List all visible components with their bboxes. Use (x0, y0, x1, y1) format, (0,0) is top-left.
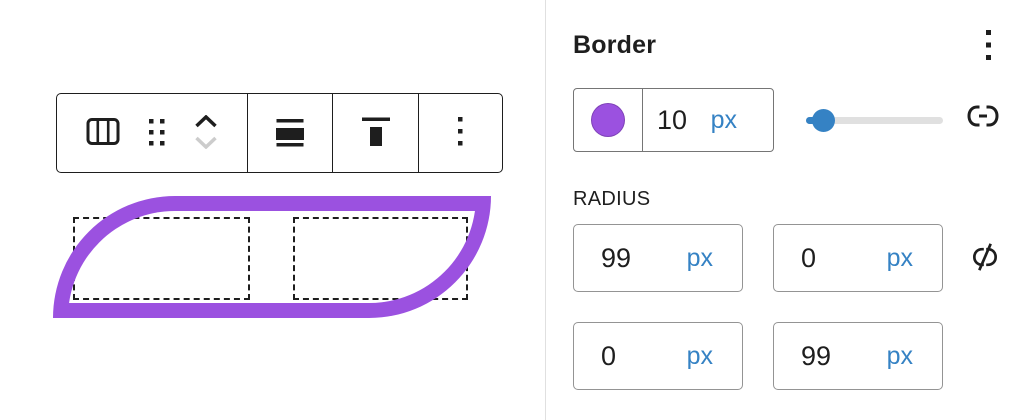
border-color-swatch[interactable] (591, 103, 625, 137)
link-sides-button[interactable] (965, 102, 1001, 132)
border-width-control: 10 px (573, 88, 774, 152)
radius-value[interactable]: 0 (801, 242, 817, 273)
radius-unit[interactable]: px (886, 243, 913, 272)
columns-icon (86, 118, 120, 148)
chevron-down-icon (194, 136, 218, 152)
columns-block[interactable] (53, 196, 491, 318)
unlink-icon (967, 239, 1003, 278)
radius-value[interactable]: 0 (601, 340, 617, 371)
unlink-radius-button[interactable] (966, 239, 1004, 277)
move-down-button[interactable] (194, 136, 218, 152)
drag-handle-icon (149, 118, 165, 149)
align-button[interactable] (276, 117, 304, 150)
border-width-value-cell[interactable]: 10 px (643, 89, 773, 151)
align-none-icon (276, 117, 304, 150)
border-width-input[interactable]: 10 (657, 104, 688, 135)
radius-value[interactable]: 99 (601, 242, 632, 273)
block-options-button[interactable] (458, 117, 463, 149)
chevron-up-icon (194, 114, 218, 131)
radius-input-bottom-left[interactable]: 0 px (573, 322, 743, 390)
border-settings-panel: Border 10 px (545, 0, 1024, 420)
block-toolbar (56, 93, 503, 173)
vertical-align-button[interactable] (361, 117, 390, 150)
editor-canvas (53, 93, 503, 318)
radius-input-bottom-right[interactable]: 99 px (773, 322, 943, 390)
toolbar-segment-vertical-align (332, 94, 418, 172)
border-width-unit[interactable]: px (710, 105, 737, 134)
panel-title: Border (573, 31, 657, 59)
border-options-menu-button[interactable] (978, 27, 998, 65)
kebab-icon (985, 29, 991, 63)
toolbar-segment-align (247, 94, 332, 172)
kebab-icon (458, 117, 463, 149)
column-placeholder-right[interactable] (293, 217, 468, 300)
radius-unit[interactable]: px (686, 243, 713, 272)
radius-value[interactable]: 99 (801, 340, 832, 371)
radius-label: RADIUS (573, 188, 651, 210)
drag-handle[interactable] (149, 118, 165, 149)
columns-block-button[interactable] (86, 118, 120, 148)
link-icon (967, 105, 999, 130)
radius-input-top-right[interactable]: 0 px (773, 224, 943, 292)
radius-unit[interactable]: px (886, 341, 913, 370)
border-color-cell (574, 89, 643, 151)
block-mover (194, 114, 218, 152)
radius-unit[interactable]: px (686, 341, 713, 370)
vertical-align-top-icon (361, 117, 390, 150)
toolbar-segment-options (418, 94, 502, 172)
radius-input-top-left[interactable]: 99 px (573, 224, 743, 292)
slider-handle[interactable] (812, 109, 835, 132)
move-up-button[interactable] (194, 114, 218, 131)
column-placeholder-left[interactable] (73, 217, 250, 300)
radius-grid: 99 px 0 px 0 px 99 px (573, 224, 943, 390)
border-width-slider[interactable] (806, 109, 943, 132)
toolbar-segment-block (57, 94, 247, 172)
